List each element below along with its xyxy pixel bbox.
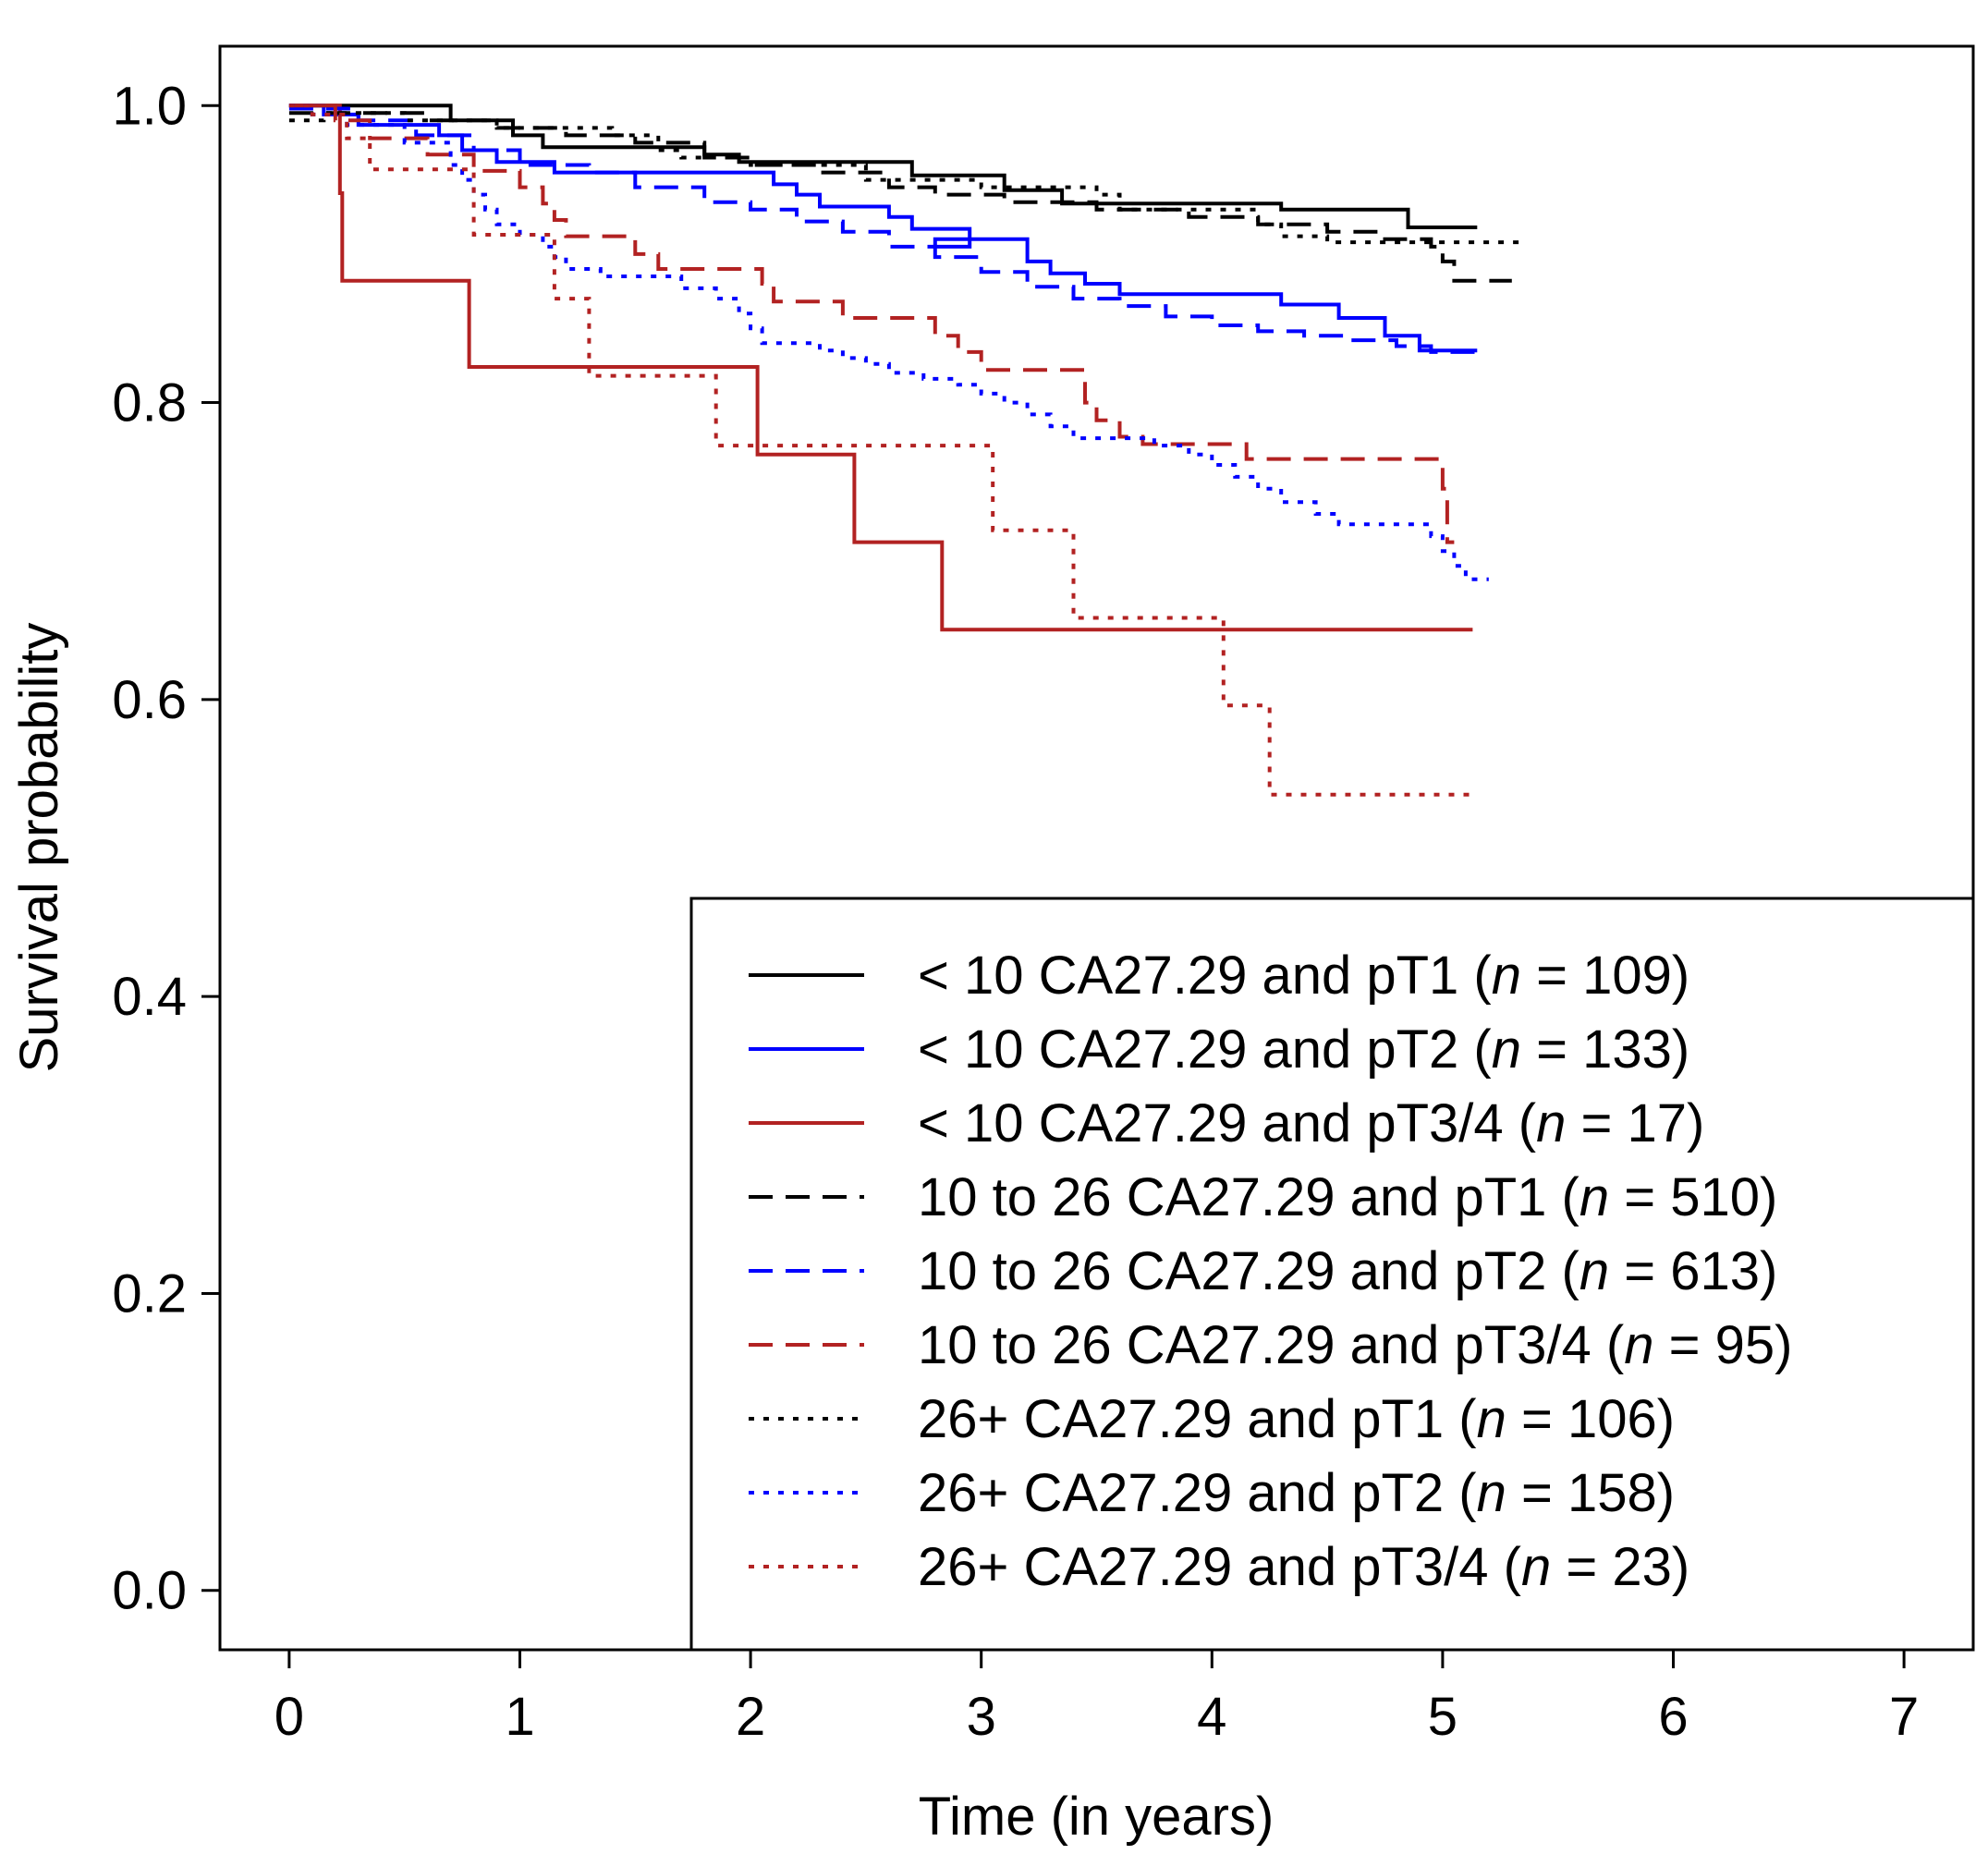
legend-label: 10 to 26 CA27.29 and pT3/4 (n = 95)	[918, 1315, 1792, 1375]
x-tick-label: 3	[967, 1687, 996, 1747]
legend-label: 26+ CA27.29 and pT2 (n = 158)	[918, 1463, 1675, 1523]
x-tick-label: 6	[1658, 1687, 1688, 1747]
y-axis-title: Survival probability	[9, 623, 69, 1073]
y-tick-label: 0.6	[112, 670, 187, 730]
legend-box	[689, 897, 1975, 1652]
y-tick-label: 0.4	[112, 967, 187, 1027]
y-tick-label: 1.0	[112, 76, 187, 136]
legend-label: < 10 CA27.29 and pT2 (n = 133)	[918, 1019, 1689, 1080]
x-tick-label: 0	[274, 1687, 304, 1747]
survival-curve-8	[288, 104, 1489, 581]
x-axis-title: Time (in years)	[919, 1787, 1275, 1847]
legend-label: 10 to 26 CA27.29 and pT2 (n = 613)	[918, 1241, 1777, 1301]
x-tick-label: 5	[1428, 1687, 1457, 1747]
survival-curve-5	[288, 106, 1478, 354]
y-tick-label: 0.2	[112, 1263, 187, 1324]
survival-curve-7	[288, 111, 1524, 245]
survival-curve-4	[288, 111, 1512, 283]
x-tick-label: 7	[1889, 1687, 1919, 1747]
x-tick-label: 2	[736, 1687, 765, 1747]
x-tick-label: 1	[505, 1687, 534, 1747]
legend-label: 26+ CA27.29 and pT1 (n = 106)	[918, 1389, 1675, 1449]
y-tick-label: 0.8	[112, 373, 187, 433]
legend-label: 26+ CA27.29 and pT3/4 (n = 23)	[918, 1537, 1689, 1597]
legend-label: 10 to 26 CA27.29 and pT1 (n = 510)	[918, 1167, 1777, 1227]
y-tick-label: 0.0	[112, 1561, 187, 1621]
legend-label: < 10 CA27.29 and pT3/4 (n = 17)	[918, 1093, 1704, 1153]
axes: 0 1 2 3 4 5 6 7 0.0 0.2 0.4 0.6 0.8 1.0	[112, 76, 1919, 1747]
x-tick-label: 4	[1197, 1687, 1226, 1747]
survival-curve-2	[288, 104, 1478, 353]
survival-curves	[288, 104, 1524, 797]
survival-curve-3	[288, 104, 1473, 632]
survival-curve-1	[288, 104, 1478, 229]
legend: < 10 CA27.29 and pT1 (n = 109) < 10 CA27.…	[689, 897, 1975, 1652]
legend-label: < 10 CA27.29 and pT1 (n = 109)	[918, 946, 1689, 1006]
